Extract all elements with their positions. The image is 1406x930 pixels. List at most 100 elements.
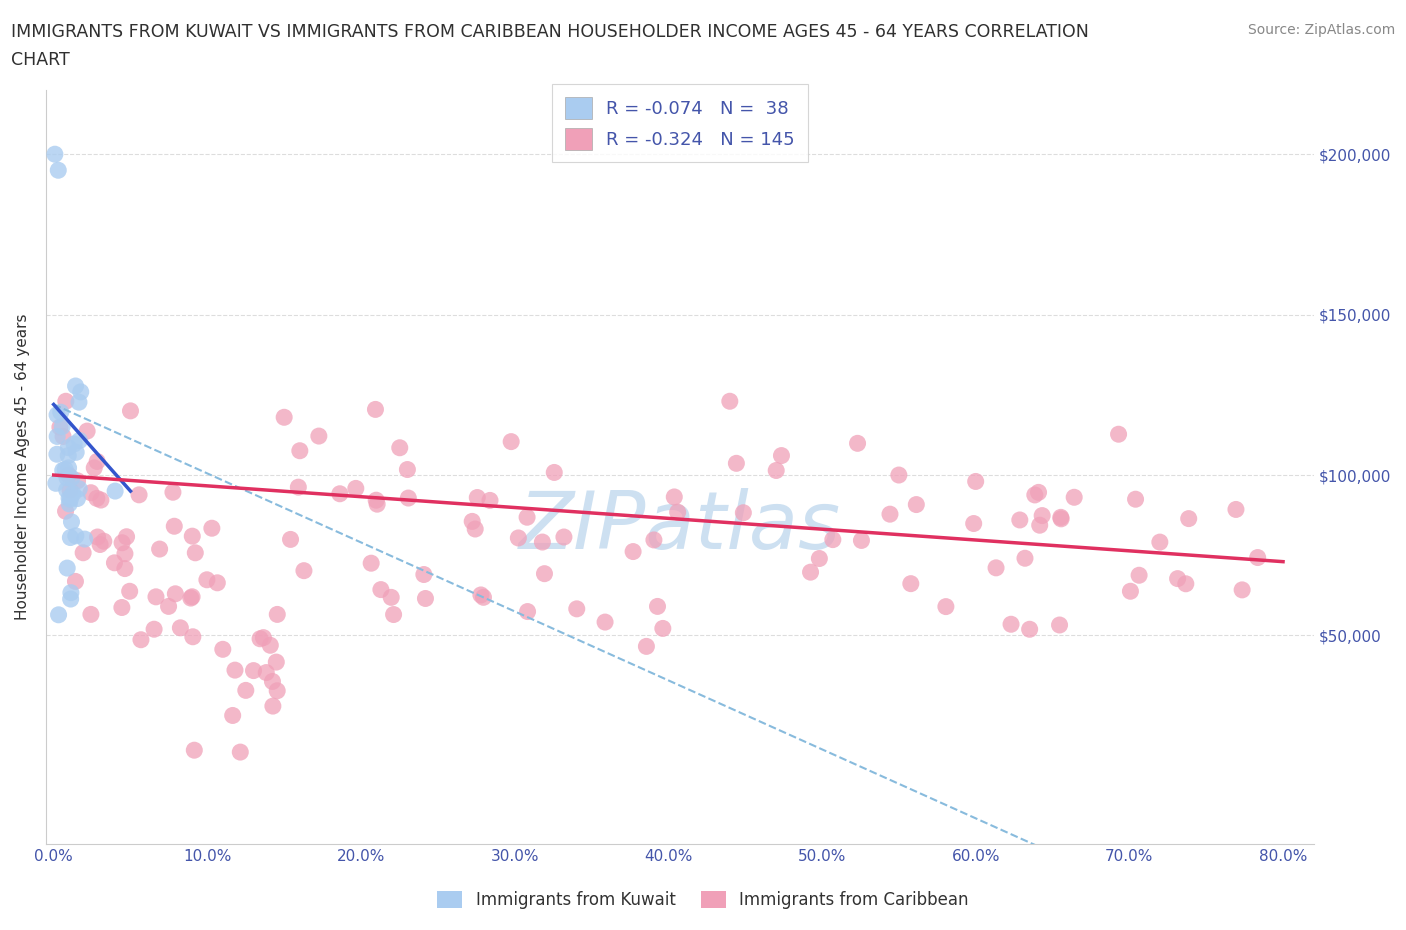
Point: [1063, 490, 1085, 505]
Point: [651, 621, 673, 636]
Point: [382, 607, 405, 622]
Point: [287, 480, 309, 495]
Point: [207, 576, 229, 591]
Point: [266, 655, 288, 670]
Point: [53, 462, 76, 477]
Point: [1050, 512, 1073, 526]
Point: [718, 393, 741, 408]
Point: [93, 534, 115, 549]
Point: [149, 541, 172, 556]
Point: [58, 497, 80, 512]
Point: [103, 555, 125, 570]
Point: [1177, 512, 1199, 526]
Point: [181, 630, 204, 644]
Point: [1028, 485, 1050, 499]
Point: [1225, 502, 1247, 517]
Point: [184, 545, 207, 560]
Point: [60, 471, 83, 485]
Point: [465, 490, 488, 505]
Point: [1149, 535, 1171, 550]
Point: [461, 514, 484, 529]
Point: [66, 473, 89, 488]
Point: [52, 463, 75, 478]
Point: [90, 493, 112, 508]
Point: [846, 436, 869, 451]
Point: [165, 586, 187, 601]
Point: [1247, 551, 1270, 565]
Point: [114, 546, 136, 561]
Point: [49, 405, 72, 419]
Point: [366, 497, 388, 512]
Point: [249, 631, 271, 646]
Text: IMMIGRANTS FROM KUWAIT VS IMMIGRANTS FROM CARIBBEAN HOUSEHOLDER INCOME AGES 45 -: IMMIGRANTS FROM KUWAIT VS IMMIGRANTS FRO…: [11, 23, 1090, 41]
Point: [180, 591, 202, 605]
Point: [1128, 568, 1150, 583]
Point: [380, 590, 402, 604]
Point: [221, 708, 243, 723]
Point: [1028, 518, 1050, 533]
Point: [69, 384, 91, 399]
Point: [516, 604, 538, 619]
Point: [593, 615, 616, 630]
Point: [45, 446, 67, 461]
Point: [329, 486, 352, 501]
Point: [900, 577, 922, 591]
Point: [181, 529, 204, 544]
Point: [262, 674, 284, 689]
Point: [58, 448, 80, 463]
Point: [1031, 508, 1053, 523]
Y-axis label: Householder Income Ages 45 - 64 years: Householder Income Ages 45 - 64 years: [15, 313, 30, 620]
Point: [104, 484, 127, 498]
Point: [157, 599, 180, 614]
Point: [935, 599, 957, 614]
Point: [65, 574, 87, 589]
Point: [118, 584, 141, 599]
Point: [262, 698, 284, 713]
Point: [621, 544, 644, 559]
Point: [86, 529, 108, 544]
Point: [531, 535, 554, 550]
Point: [765, 463, 787, 478]
Point: [364, 402, 387, 417]
Point: [80, 607, 103, 622]
Point: [114, 561, 136, 576]
Point: [366, 493, 388, 508]
Point: [1008, 512, 1031, 527]
Point: [1125, 492, 1147, 507]
Point: [59, 591, 82, 606]
Point: [83, 460, 105, 475]
Point: [242, 663, 264, 678]
Point: [56, 561, 79, 576]
Point: [266, 684, 288, 698]
Point: [472, 590, 495, 604]
Point: [636, 639, 658, 654]
Point: [65, 379, 87, 393]
Point: [984, 561, 1007, 576]
Point: [80, 485, 103, 500]
Point: [72, 545, 94, 560]
Point: [1108, 427, 1130, 442]
Legend: Immigrants from Kuwait, Immigrants from Caribbean: Immigrants from Kuwait, Immigrants from …: [429, 883, 977, 917]
Point: [388, 440, 411, 455]
Point: [58, 460, 80, 475]
Point: [63, 436, 86, 451]
Point: [120, 404, 142, 418]
Point: [647, 599, 669, 614]
Point: [308, 429, 330, 444]
Point: [46, 407, 69, 422]
Point: [45, 476, 67, 491]
Point: [201, 521, 224, 536]
Point: [143, 622, 166, 637]
Point: [55, 393, 77, 408]
Point: [58, 491, 80, 506]
Point: [73, 532, 96, 547]
Point: [479, 493, 502, 508]
Point: [254, 665, 277, 680]
Point: [86, 491, 108, 506]
Point: [344, 481, 367, 496]
Point: [1119, 584, 1142, 599]
Point: [235, 683, 257, 698]
Point: [59, 492, 82, 507]
Point: [799, 565, 821, 579]
Point: [266, 607, 288, 622]
